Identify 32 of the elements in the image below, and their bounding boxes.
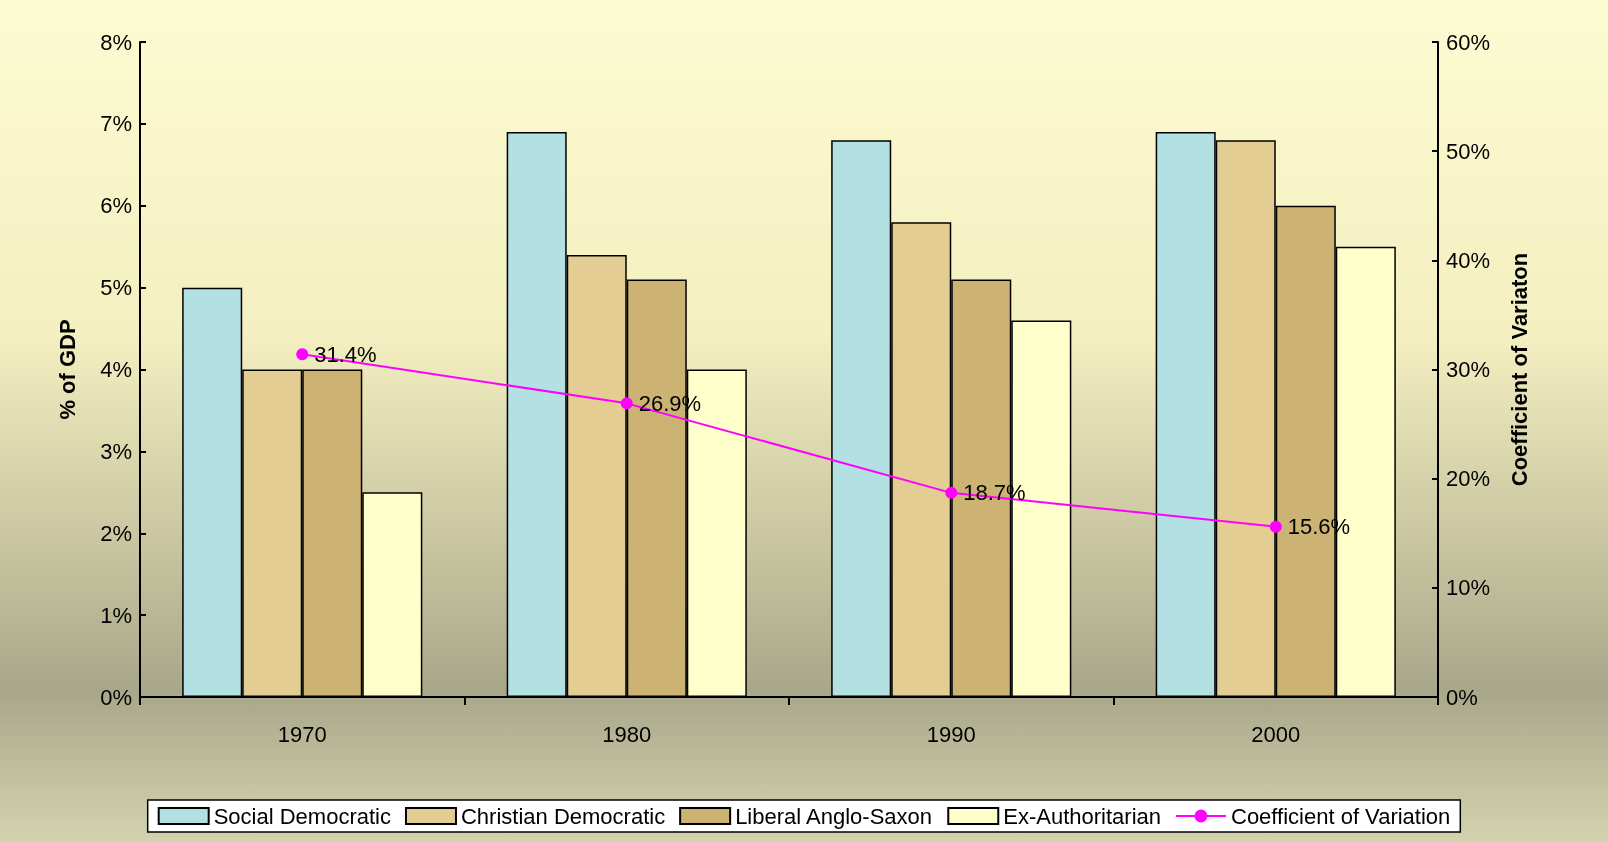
legend-label: Social Democratic: [213, 803, 391, 829]
y2-tick-label: 50%: [1446, 138, 1491, 164]
y-tick-label: 4%: [100, 357, 132, 382]
y-tick-label: 6%: [100, 193, 132, 219]
x-tick-label: 2000: [1251, 721, 1301, 747]
y-tick-label: 7%: [100, 111, 132, 137]
x-tick-label: 1980: [602, 721, 652, 747]
legend-label: Christian Democratic: [460, 803, 666, 829]
legend-label: Ex-Authoritarian: [1003, 803, 1162, 829]
y2-tick-label: 40%: [1446, 247, 1491, 273]
y-tick-label: 3%: [100, 438, 132, 464]
y2-tick-label: 30%: [1446, 357, 1491, 382]
x-tick-label: 1970: [277, 721, 327, 747]
point: [620, 397, 633, 410]
y-tick-label: 1%: [100, 602, 132, 628]
point: [1269, 520, 1282, 533]
point: [945, 486, 958, 499]
y2-tick-label: 20%: [1446, 466, 1491, 492]
y-axis-title: % of GDP: [54, 319, 80, 420]
legend-label: Coefficient of Variation: [1231, 803, 1451, 829]
x-tick-label: 1990: [926, 721, 976, 747]
y2-axis-title: Coefficient of Variaton: [1506, 252, 1532, 487]
y-tick-label: 8%: [100, 29, 132, 55]
point: [296, 348, 309, 361]
y-tick-label: 5%: [100, 275, 132, 301]
y2-tick-label: 60%: [1446, 29, 1491, 55]
y2-tick-label: 0%: [1446, 684, 1478, 710]
y2-tick-label: 10%: [1446, 575, 1491, 601]
legend-label: Liberal Anglo-Saxon: [735, 803, 933, 829]
data-label: 31.4%: [314, 341, 377, 367]
y-tick-label: 0%: [100, 684, 132, 710]
y-tick-label: 2%: [100, 520, 132, 546]
